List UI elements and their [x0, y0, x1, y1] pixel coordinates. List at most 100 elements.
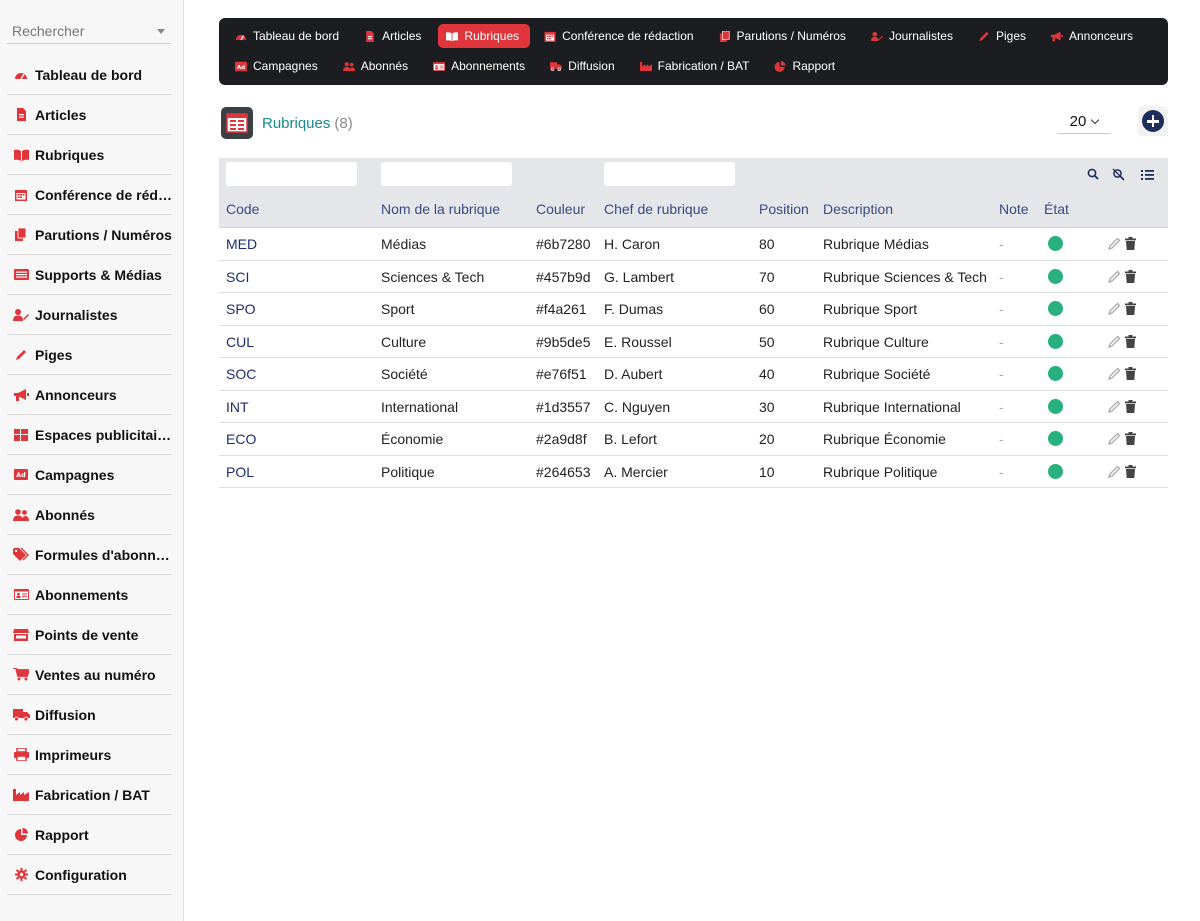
column-header-position[interactable]: Position: [759, 201, 809, 217]
trash-icon[interactable]: [1123, 334, 1137, 349]
edit-pencil-icon[interactable]: [1107, 366, 1121, 381]
column-header-etat[interactable]: État: [1044, 201, 1069, 217]
column-header-couleur[interactable]: Couleur: [536, 201, 586, 217]
trash-icon[interactable]: [1123, 366, 1137, 381]
user-pen-icon: [870, 31, 883, 42]
sidebar-item[interactable]: Annonceurs: [7, 375, 172, 415]
sidebar-search[interactable]: [7, 20, 171, 44]
column-header-note[interactable]: Note: [999, 201, 1029, 217]
cell-couleur: #264653: [536, 463, 591, 480]
nav-tab[interactable]: Rapport: [766, 54, 846, 78]
sidebar-item[interactable]: Fabrication / BAT: [7, 775, 172, 815]
sidebar-item[interactable]: Espaces publicitaires: [7, 415, 172, 455]
trash-icon[interactable]: [1123, 399, 1137, 414]
status-active-icon: [1048, 431, 1063, 446]
sidebar-item[interactable]: Supports & Médias: [7, 255, 172, 295]
cell-code[interactable]: SOC: [226, 366, 257, 382]
nav-tab[interactable]: Tableau de bord: [227, 24, 350, 48]
trash-icon[interactable]: [1123, 464, 1137, 479]
nav-tab[interactable]: Conférence de rédaction: [536, 24, 704, 48]
sidebar-item[interactable]: Rapport: [7, 815, 172, 855]
sidebar-item[interactable]: Abonnés: [7, 495, 172, 535]
file-icon: [364, 30, 376, 42]
sidebar-item[interactable]: Diffusion: [7, 695, 172, 735]
sidebar-item[interactable]: Ad Campagnes: [7, 455, 172, 495]
filter-chef-input[interactable]: [604, 162, 735, 186]
chevron-down-icon[interactable]: [157, 29, 165, 34]
filter-code-input[interactable]: [226, 162, 357, 186]
nav-tab[interactable]: Rubriques: [438, 24, 531, 48]
column-header-code[interactable]: Code: [226, 201, 260, 217]
sidebar-item[interactable]: Abonnements: [7, 575, 172, 615]
nav-tab[interactable]: Journalistes: [863, 24, 964, 48]
column-header-description[interactable]: Description: [823, 201, 894, 217]
nav-tab[interactable]: Articles: [356, 24, 432, 48]
trash-icon[interactable]: [1123, 431, 1137, 446]
sidebar-item[interactable]: Parutions / Numéros: [7, 215, 172, 255]
pencil-icon: [12, 348, 30, 362]
cell-couleur: #9b5de5: [536, 333, 591, 350]
cell-code[interactable]: INT: [226, 398, 249, 415]
column-header-nom[interactable]: Nom de la rubrique: [381, 201, 501, 217]
nav-tab-label: Diffusion: [568, 59, 615, 73]
cell-code[interactable]: MED: [226, 236, 258, 252]
cell-code[interactable]: CUL: [226, 333, 255, 350]
cell-nom: International: [381, 398, 459, 415]
cell-code[interactable]: SCI: [226, 268, 250, 285]
filter-nom-input[interactable]: [381, 162, 512, 186]
sidebar-item[interactable]: Piges: [7, 335, 172, 375]
clear-filter-icon[interactable]: [1110, 166, 1126, 182]
status-active-icon: [1048, 333, 1063, 349]
edit-pencil-icon[interactable]: [1107, 431, 1121, 446]
edit-pencil-icon[interactable]: [1107, 269, 1121, 284]
users-icon: [12, 508, 30, 522]
store-icon: [12, 628, 30, 642]
filter-row: [219, 158, 1168, 192]
cell-code[interactable]: ECO: [226, 431, 257, 447]
sidebar-item[interactable]: Rubriques: [7, 135, 172, 175]
edit-pencil-icon[interactable]: [1107, 464, 1121, 479]
trash-icon[interactable]: [1123, 269, 1137, 284]
nav-tab[interactable]: Annonceurs: [1043, 24, 1144, 48]
sidebar-item[interactable]: Ventes au numéro: [7, 655, 172, 695]
sidebar-search-input[interactable]: [7, 20, 147, 42]
sidebar-item[interactable]: Configuration: [7, 855, 172, 895]
cell-note: -: [999, 431, 1004, 447]
nav-tab[interactable]: Parutions / Numéros: [711, 24, 857, 48]
cell-description: Rubrique Médias: [823, 236, 929, 252]
edit-pencil-icon[interactable]: [1107, 334, 1121, 349]
sidebar-item[interactable]: Points de vente: [7, 615, 172, 655]
cell-nom: Politique: [381, 463, 435, 480]
cell-note: -: [999, 463, 1004, 480]
search-icon[interactable]: [1085, 166, 1101, 182]
nav-tab[interactable]: Piges: [970, 24, 1037, 48]
column-header-chef[interactable]: Chef de rubrique: [604, 201, 709, 217]
nav-tab[interactable]: Fabrication / BAT: [632, 54, 761, 78]
sidebar-item[interactable]: Journalistes: [7, 295, 172, 335]
id-card-icon: [12, 588, 30, 602]
sidebar-item[interactable]: Tableau de bord: [7, 55, 172, 95]
per-page-select[interactable]: 20: [1057, 110, 1111, 134]
page-header: Rubriques (8) 20: [220, 106, 1168, 142]
cart-icon: [12, 668, 30, 682]
cell-chef: G. Lambert: [604, 268, 675, 285]
sidebar-item[interactable]: Conférence de rédac…: [7, 175, 172, 215]
trash-icon[interactable]: [1123, 236, 1137, 251]
nav-tab[interactable]: Abonnés: [335, 54, 419, 78]
add-button[interactable]: [1138, 106, 1168, 136]
edit-pencil-icon[interactable]: [1107, 301, 1121, 316]
nav-tab[interactable]: Ad Campagnes: [227, 54, 329, 78]
sidebar-item[interactable]: Imprimeurs: [7, 735, 172, 775]
list-icon[interactable]: [1139, 166, 1155, 182]
sidebar-menu: Tableau de bord Articles Rubriques Conféren…: [7, 55, 172, 895]
nav-tab[interactable]: Abonnements: [425, 54, 536, 78]
cell-description: Rubrique International: [823, 398, 961, 415]
cell-code[interactable]: POL: [226, 463, 255, 480]
sidebar-item[interactable]: Articles: [7, 95, 172, 135]
nav-tab[interactable]: Diffusion: [542, 54, 625, 78]
edit-pencil-icon[interactable]: [1107, 236, 1121, 251]
trash-icon[interactable]: [1123, 301, 1137, 316]
cell-code[interactable]: SPO: [226, 301, 256, 317]
sidebar-item[interactable]: Formules d'abonne…: [7, 535, 172, 575]
edit-pencil-icon[interactable]: [1107, 399, 1121, 414]
